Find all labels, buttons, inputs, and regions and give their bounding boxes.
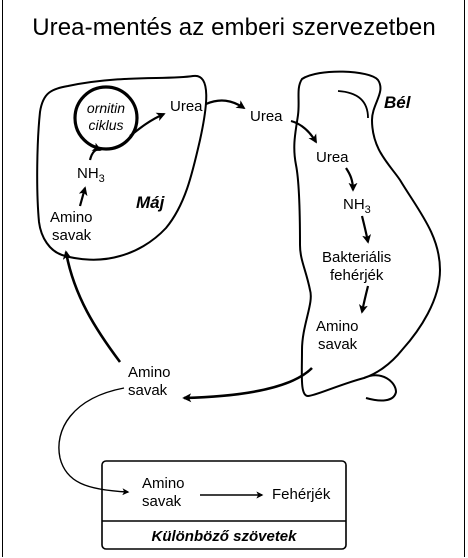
tissues-savak-label: savak — [142, 493, 182, 510]
arrow-blood-amino-to-tissues — [58, 387, 130, 496]
intestine-outline — [293, 70, 442, 398]
arrow-nh3-to-cycle — [88, 142, 102, 161]
gut-bacterial-label: Bakteriális — [322, 249, 391, 266]
liver-nh3-label: NH3 — [77, 165, 105, 185]
liver-urea-label: Urea — [170, 98, 203, 115]
gut-savak-label: savak — [318, 336, 358, 353]
intestine-end-ring — [363, 374, 398, 402]
blood-urea-label: Urea — [250, 108, 283, 125]
liver-name-label: Máj — [136, 193, 166, 212]
diagram-title: Urea-mentés az emberi szervezetben — [32, 14, 436, 41]
blood-savak-label: savak — [128, 382, 168, 399]
liver-outline — [36, 74, 208, 261]
arrow-liver-urea-to-blood — [205, 99, 246, 109]
liver-savak-label: savak — [52, 227, 92, 244]
arrow-cycle-to-urea — [129, 112, 166, 137]
gut-nh3-label: NH3 — [343, 196, 371, 216]
arrow-urea-to-nh3 — [345, 167, 358, 192]
tissues-amino-label: Amino — [142, 475, 185, 492]
intestine-inner-line — [337, 90, 369, 119]
tissues-name-label: Különböző szövetek — [151, 528, 297, 545]
intestine-name-label: Bél — [384, 93, 412, 112]
tissues-proteins-label: Fehérjék — [272, 486, 331, 503]
ciklus-label: ciklus — [88, 117, 123, 133]
arrow-bacterial-to-amino — [358, 285, 370, 314]
arrow-nh3-to-bacterial — [360, 215, 372, 244]
tissues-box — [101, 460, 347, 550]
ornitin-label: ornitin — [87, 100, 125, 116]
arrow-amino-to-nh3 — [78, 186, 88, 207]
arrow-gut-amino-to-blood — [182, 367, 313, 403]
arrow-blood-urea-to-gut — [290, 119, 317, 144]
ornitin-cycle-circle — [73, 85, 139, 151]
arrow-blood-amino-to-liver — [62, 250, 122, 363]
gut-proteins-label: fehérjék — [330, 267, 384, 284]
gut-urea-label: Urea — [316, 149, 349, 166]
gut-amino-label: Amino — [316, 318, 359, 335]
blood-amino-label: Amino — [128, 364, 171, 381]
liver-amino-label: Amino — [50, 209, 93, 226]
